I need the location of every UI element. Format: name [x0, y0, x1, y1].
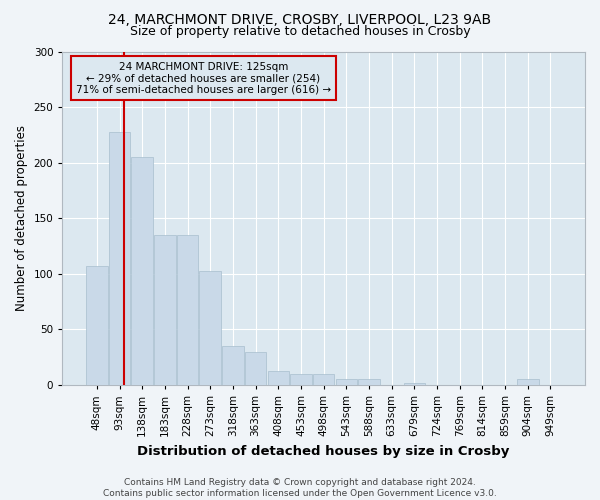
- Bar: [335, 380, 357, 385]
- Text: 24 MARCHMONT DRIVE: 125sqm
← 29% of detached houses are smaller (254)
71% of sem: 24 MARCHMONT DRIVE: 125sqm ← 29% of deta…: [76, 62, 331, 94]
- Bar: [268, 370, 289, 385]
- Bar: [86, 266, 107, 385]
- Bar: [199, 270, 221, 385]
- Bar: [358, 380, 380, 385]
- Bar: [222, 346, 244, 385]
- Y-axis label: Number of detached properties: Number of detached properties: [15, 126, 28, 312]
- Bar: [109, 132, 130, 385]
- Bar: [313, 374, 334, 385]
- Text: Size of property relative to detached houses in Crosby: Size of property relative to detached ho…: [130, 25, 470, 38]
- Bar: [245, 352, 266, 385]
- X-axis label: Distribution of detached houses by size in Crosby: Distribution of detached houses by size …: [137, 444, 510, 458]
- Bar: [404, 383, 425, 385]
- Text: 24, MARCHMONT DRIVE, CROSBY, LIVERPOOL, L23 9AB: 24, MARCHMONT DRIVE, CROSBY, LIVERPOOL, …: [109, 12, 491, 26]
- Bar: [517, 380, 539, 385]
- Bar: [177, 235, 199, 385]
- Bar: [131, 157, 153, 385]
- Bar: [154, 235, 176, 385]
- Text: Contains HM Land Registry data © Crown copyright and database right 2024.
Contai: Contains HM Land Registry data © Crown c…: [103, 478, 497, 498]
- Bar: [290, 374, 312, 385]
